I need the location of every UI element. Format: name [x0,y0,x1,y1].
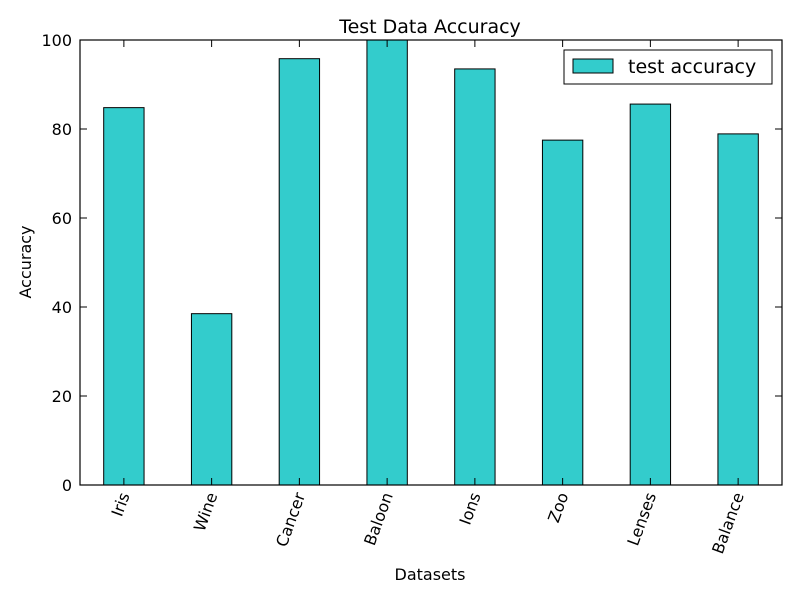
x-tick-label-ions: Ions [456,490,485,527]
x-tick-label-wine: Wine [190,490,222,534]
bar-iris [103,107,145,486]
bar-baloon [366,39,408,486]
y-axis-title: Accuracy [16,225,35,298]
bar-wine [190,313,233,486]
x-axis-title: Datasets [395,565,466,584]
y-tick-label: 20 [52,387,72,406]
legend-swatch [572,58,614,74]
x-tick-label-zoo: Zoo [544,490,572,525]
y-tick-label: 80 [52,120,72,139]
bar-cancer [278,58,321,486]
plot-frame [79,39,783,486]
legend: test accuracy [563,49,773,85]
x-tick-label-cancer: Cancer [272,489,309,549]
x-tick-label-iris: Iris [108,490,134,519]
bar-lenses [629,103,672,486]
x-tick-label-balance: Balance [708,490,748,556]
x-tick-label-baloon: Baloon [360,490,397,548]
y-tick-label: 0 [62,476,72,495]
bar-balance [717,133,759,486]
y-tick-label: 60 [52,209,72,228]
chart-title: Test Data Accuracy [338,16,521,38]
plot-area [79,39,783,486]
y-tick-label: 100 [41,31,72,50]
bar-zoo [541,139,584,486]
y-axis: 0 20 40 60 80 100 [41,31,782,495]
legend-label: test accuracy [628,56,756,78]
x-tick-label-lenses: Lenses [623,490,660,548]
y-tick-label: 40 [52,298,72,317]
bar-ions [454,68,496,486]
